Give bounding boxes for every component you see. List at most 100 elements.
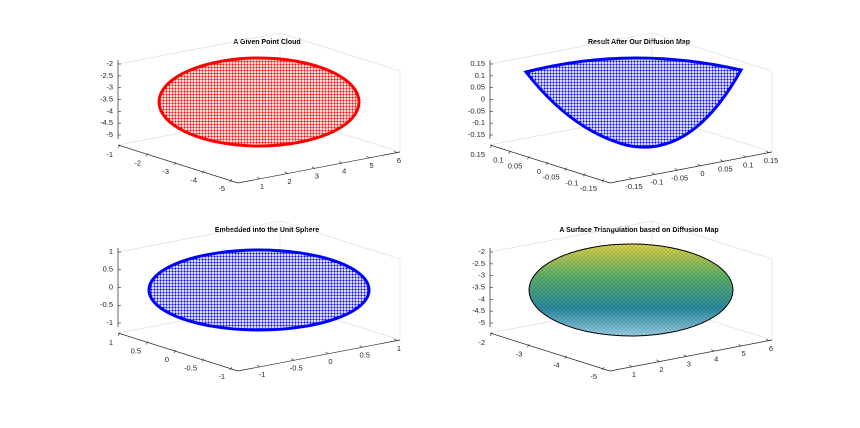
x-tick (697, 163, 701, 167)
x-tick-label: 0.05 (718, 165, 733, 174)
box-edge (279, 32, 401, 72)
z-tick-label: -3.5 (472, 282, 485, 291)
x-tick-label: 2 (659, 365, 663, 374)
x-axis (609, 339, 773, 372)
x-tick-label: 1 (397, 344, 401, 353)
y-tick-label: 0 (165, 355, 169, 364)
y-axis (117, 332, 239, 372)
x-tick-label: 0.15 (764, 156, 779, 165)
x-tick (325, 351, 329, 355)
z-tick-label: 0 (109, 282, 113, 291)
point-cloud (523, 56, 744, 149)
x-tick-label: 1 (260, 182, 264, 191)
y-tick-label: -2 (134, 158, 141, 167)
x-tick-label: -0.05 (671, 173, 688, 182)
x-tick (628, 364, 633, 368)
y-axis (117, 144, 239, 184)
x-tick (683, 354, 687, 357)
box-edge (651, 32, 773, 72)
y-tick-label: -5 (218, 184, 225, 193)
y-tick-label: -0.5 (184, 363, 197, 372)
y-tick-label: -2 (478, 338, 485, 347)
z-tick-label: -3 (106, 83, 113, 92)
box-edge (117, 220, 281, 253)
x-tick (743, 155, 747, 158)
panel-title: Embedded into the Unit Sphere (215, 227, 319, 234)
x-tick (291, 358, 295, 361)
x-tick-label: 5 (742, 349, 746, 358)
y-tick (117, 144, 121, 149)
y-tick (145, 341, 149, 345)
x-tick (738, 343, 742, 347)
x-tick-label: 6 (769, 344, 773, 353)
y-tick (564, 355, 567, 359)
y-tick (229, 366, 233, 371)
z-tick-label: 0.5 (103, 265, 113, 274)
z-tick-label: -3 (478, 271, 485, 280)
y-tick-label: -5 (590, 372, 597, 381)
x-tick-label: 1 (632, 370, 636, 379)
x-tick (674, 168, 678, 171)
y-tick (601, 366, 605, 371)
z-tick-label: -3.5 (100, 94, 113, 103)
x-tick-label: 3 (315, 172, 319, 181)
y-tick-label: 0.05 (508, 161, 523, 170)
x-tick-label: 0.1 (743, 160, 753, 169)
x-tick-label: 0 (700, 169, 704, 178)
y-tick-label: -3 (162, 167, 169, 176)
panel-title: A Surface Triangulation based on Diffusi… (559, 227, 718, 234)
z-tick-label: 0.1 (475, 71, 485, 80)
z-tick-label: -1 (106, 318, 113, 327)
x-tick-label: 5 (370, 161, 374, 170)
y-tick-label: 0.15 (470, 150, 485, 159)
x-tick-label: -1 (259, 370, 266, 379)
y-tick-label: 0.5 (131, 346, 141, 355)
z-tick-label: -0.05 (468, 106, 485, 115)
y-tick (489, 144, 493, 149)
x-tick (256, 364, 261, 368)
box-edge (279, 220, 401, 260)
y-tick (117, 332, 121, 337)
y-axis (489, 332, 611, 372)
x-tick (720, 159, 724, 162)
panel-title: A Given Point Cloud (233, 39, 300, 46)
x-tick (366, 155, 370, 159)
x-tick (393, 150, 398, 154)
x-tick-label: -0.1 (650, 178, 663, 187)
y-tick (489, 332, 493, 337)
y-tick-label: -0.1 (565, 178, 578, 187)
y-tick (601, 178, 605, 183)
z-tick-label: 0 (481, 94, 485, 103)
y-tick-label: -1 (218, 372, 225, 381)
z-tick-label: -2 (478, 247, 485, 256)
x-tick (256, 176, 261, 180)
z-tick-label: -5 (478, 318, 485, 327)
x-tick (339, 161, 343, 164)
z-tick-label: -2 (106, 59, 113, 68)
x-tick (284, 171, 288, 175)
y-tick-label: -1 (106, 150, 113, 159)
y-tick-label: -3 (516, 349, 523, 358)
x-tick (359, 345, 363, 348)
x-tick-label: 2 (287, 177, 291, 186)
z-tick-label: -0.5 (100, 300, 113, 309)
x-tick-label: 4 (714, 354, 718, 363)
y-tick-label: 1 (109, 338, 113, 347)
y-tick-label: -4 (553, 361, 560, 370)
x-tick-label: -0.15 (625, 182, 642, 191)
x-tick (765, 150, 770, 154)
x-tick (656, 359, 660, 363)
z-tick-label: -4.5 (472, 306, 485, 315)
y-tick (527, 156, 530, 160)
z-tick-label: -0.15 (468, 130, 485, 139)
x-axis (609, 151, 773, 184)
x-tick (711, 349, 715, 352)
y-tick-label: 0 (537, 167, 541, 176)
y-tick-label: -4 (190, 175, 197, 184)
z-tick-label: 0.05 (470, 83, 485, 92)
y-tick (173, 349, 177, 354)
z-tick-label: -2.5 (472, 259, 485, 268)
box-edge (117, 32, 281, 65)
box-edge (651, 220, 773, 260)
